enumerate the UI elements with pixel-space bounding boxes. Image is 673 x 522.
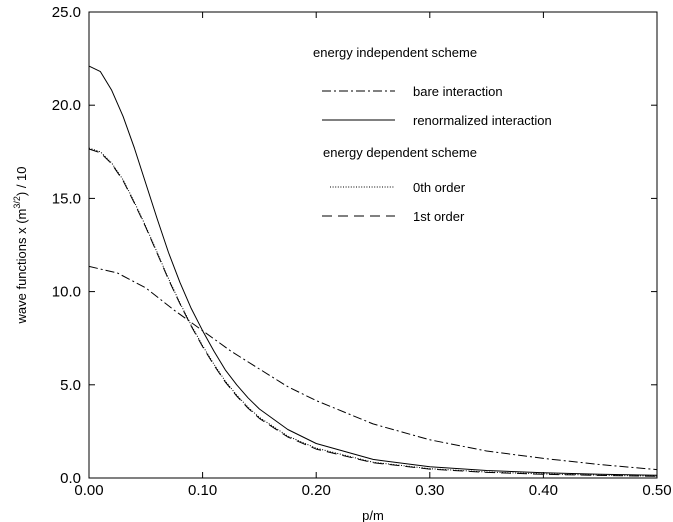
y-tick-label-2: 10.0 (52, 284, 81, 301)
y-tick-label-4: 20.0 (52, 97, 81, 114)
legend-header-independent: energy independent scheme (313, 45, 477, 60)
y-axis-label: wave functions x (m3/2) / 10 (12, 166, 29, 324)
series-line-renormalized-interaction (88, 65, 658, 476)
x-tick-label-3: 0.30 (415, 482, 444, 499)
legend-header-dependent: energy dependent scheme (323, 145, 477, 160)
y-axis-label-sup: 3/2 (12, 196, 22, 209)
legend: energy independent scheme energy depende… (313, 45, 552, 224)
plot-frame (88, 11, 658, 479)
legend-label-1st-order: 1st order (413, 209, 465, 224)
x-tick-label-0: 0.00 (74, 482, 103, 499)
y-tick-label-3: 15.0 (52, 190, 81, 207)
series-layer (88, 65, 658, 477)
legend-label-0th-order: 0th order (413, 180, 466, 195)
y-tick-label-1: 5.0 (60, 377, 81, 394)
axis-ticks: 0.00 0.10 0.20 0.30 0.40 0.50 0.0 5.0 10.0 15.0 20… (52, 4, 672, 499)
y-tick-label-5: 25.0 (52, 4, 81, 21)
series-line-0th-order (88, 147, 658, 477)
series-line-1st-order (88, 148, 658, 477)
legend-label-renormalized-interaction: renormalized interaction (413, 113, 552, 128)
y-tick-label-0: 0.0 (60, 470, 81, 487)
x-tick-label-5: 0.50 (642, 482, 671, 499)
legend-label-bare-interaction: bare interaction (413, 84, 503, 99)
y-axis-label-tail: ) / 10 (14, 166, 29, 196)
x-tick-label-2: 0.20 (302, 482, 331, 499)
y-axis-label-main: wave functions x (m (14, 209, 29, 325)
series-line-bare-interaction (88, 265, 658, 471)
x-tick-label-4: 0.40 (529, 482, 558, 499)
x-axis-label: p/m (362, 508, 384, 522)
x-tick-label-1: 0.10 (188, 482, 217, 499)
